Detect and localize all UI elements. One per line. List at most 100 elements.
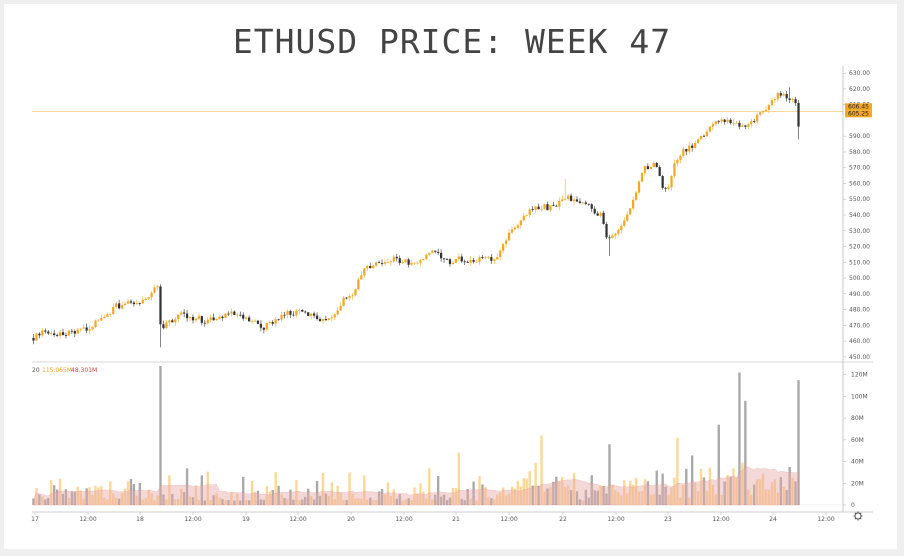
- current-price-tag-bg: [845, 103, 872, 111]
- volume-bar: [590, 475, 593, 505]
- candle-body: [475, 261, 478, 263]
- candle: [484, 255, 487, 260]
- candle: [79, 328, 82, 332]
- candle-body: [797, 102, 800, 127]
- volume-bar: [233, 500, 236, 505]
- volume-bar: [481, 484, 484, 505]
- price-tick-label: 570.00: [849, 165, 870, 172]
- candle-body: [646, 166, 649, 170]
- candle: [407, 258, 410, 268]
- current-price-tag-text: 605.25: [848, 110, 869, 117]
- candle: [608, 234, 611, 256]
- volume-bar: [106, 499, 109, 505]
- volume-bar: [395, 498, 398, 505]
- axis-labels: 630.00620.00610.00590.00580.00570.00560.…: [31, 70, 872, 523]
- candle-body: [253, 320, 257, 322]
- candle-body: [729, 119, 732, 124]
- candle: [271, 320, 274, 327]
- volume-bar: [679, 497, 682, 505]
- candle: [135, 299, 138, 306]
- candle: [41, 327, 44, 337]
- volume-ma-value: 115.065M: [42, 367, 72, 374]
- candle: [714, 120, 717, 127]
- candle: [123, 300, 127, 306]
- candle: [180, 310, 183, 317]
- candle-body: [70, 330, 73, 332]
- time-tick-label: 12:00: [607, 516, 624, 523]
- candle: [324, 315, 328, 321]
- candle-body: [499, 250, 502, 258]
- candle: [593, 206, 596, 215]
- volume-tick-label: 100M: [851, 393, 868, 400]
- candle-body: [55, 335, 59, 336]
- candle-body: [58, 332, 62, 336]
- candle: [564, 178, 567, 201]
- volume-bar: [558, 481, 561, 505]
- candle-body: [791, 99, 794, 100]
- candle-body: [200, 316, 203, 323]
- volume-bar: [667, 494, 670, 505]
- candle-body: [123, 303, 127, 306]
- candle: [91, 326, 94, 331]
- time-tick-label: 24: [769, 516, 777, 523]
- volume-bar: [442, 494, 446, 505]
- candle: [265, 322, 268, 333]
- candle-body: [543, 204, 546, 209]
- candle: [445, 257, 449, 261]
- candle: [321, 318, 325, 324]
- candle-body: [629, 208, 632, 215]
- candle: [363, 267, 366, 278]
- candle: [661, 174, 664, 190]
- volume-period-label: 20: [32, 367, 40, 374]
- candle-body: [614, 233, 617, 236]
- candle: [794, 96, 797, 107]
- candle: [97, 319, 100, 322]
- volume-bar: [664, 486, 667, 505]
- volume-bar: [750, 494, 753, 505]
- volume-bar: [286, 498, 289, 505]
- candle-body: [310, 313, 313, 316]
- candle: [120, 301, 124, 310]
- volume-bar: [735, 477, 738, 505]
- candle: [496, 253, 499, 260]
- volume-bar: [203, 500, 206, 505]
- candle-body: [342, 297, 345, 306]
- volume-bar: [519, 486, 523, 505]
- candle: [283, 311, 286, 319]
- candle: [522, 212, 525, 222]
- candle-body: [596, 213, 599, 216]
- candle-body: [744, 125, 747, 127]
- volume-bar: [741, 462, 744, 505]
- candle: [699, 135, 703, 140]
- candle-body: [747, 124, 750, 127]
- candle: [132, 300, 136, 307]
- volume-bar: [413, 487, 416, 505]
- candle-body: [383, 262, 387, 264]
- candle: [587, 203, 590, 206]
- candle-body: [552, 205, 555, 207]
- candle-body: [451, 262, 455, 265]
- candle-body: [528, 209, 531, 216]
- volume-bar: [262, 499, 266, 505]
- volume-bar: [569, 490, 573, 505]
- candle-body: [481, 256, 484, 258]
- candle-body: [351, 295, 354, 297]
- volume-bar: [496, 494, 499, 505]
- candle-body: [705, 131, 709, 137]
- candle-body: [643, 166, 647, 173]
- candle-body: [496, 257, 499, 260]
- volume-bar: [171, 494, 174, 505]
- volume-bar: [761, 473, 765, 505]
- candle-body: [637, 181, 641, 193]
- candle: [380, 259, 384, 267]
- candle-body: [454, 259, 457, 263]
- volume-bar: [112, 493, 115, 505]
- settings-gear-icon[interactable]: [853, 511, 863, 521]
- volume-bar: [623, 480, 626, 505]
- time-tick-label: 18: [136, 516, 144, 523]
- candle-body: [126, 301, 130, 304]
- volume-bar: [738, 372, 741, 505]
- candle-body: [767, 104, 771, 110]
- volume-bar: [720, 494, 723, 505]
- candle: [203, 320, 206, 327]
